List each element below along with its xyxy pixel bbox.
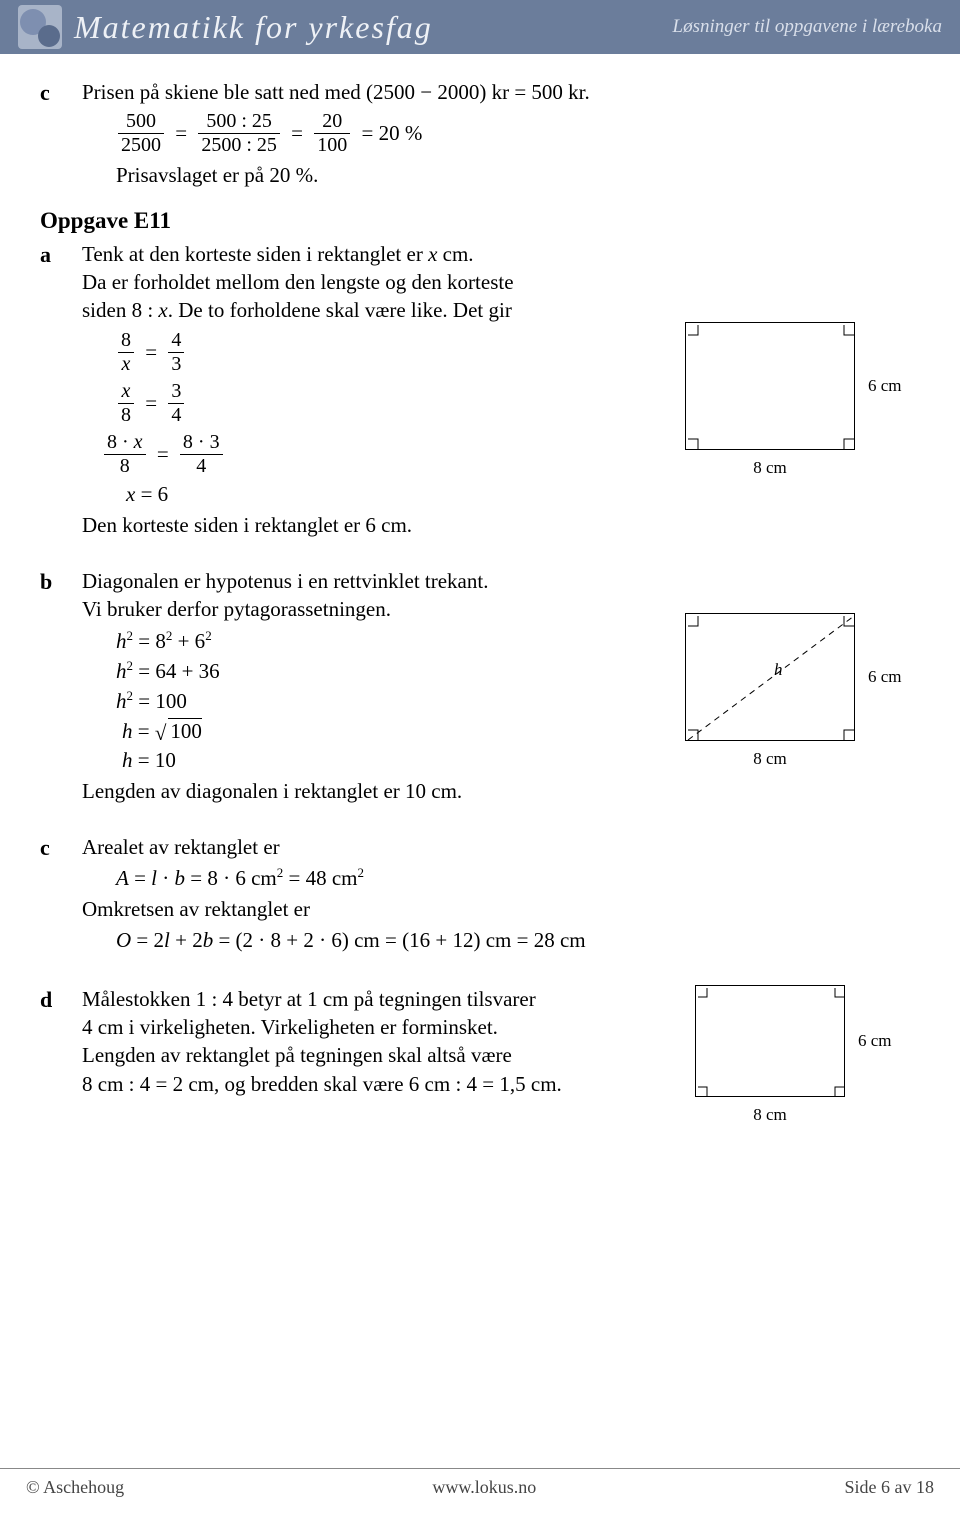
d-rect-corners-icon [696,986,846,1098]
footer-left: © Aschehoug [26,1477,124,1498]
c-line3: Prisavslaget er på 20 %. [116,161,900,189]
b-dim-w: 8 cm [685,749,855,769]
b-l1: Diagonalen er hypotenus i en rettvinklet… [82,567,610,595]
a-dim-h: 6 cm [868,376,902,396]
b-rect: h 6 cm [685,613,855,741]
a-l2b-post: . De to forholdene skal være like. Det g… [168,298,512,322]
header-logo-icon [18,5,62,49]
a-e3ld: 8 [104,455,146,478]
d-figure: 6 cm 8 cm [640,985,900,1125]
a-l2b: siden 8 : x. De to forholdene skal være … [82,296,610,324]
c-l1-expr: (2500 − 2000) kr = 500 kr [366,80,585,104]
c-l1-pre: Prisen på skiene ble satt ned med [82,80,366,104]
c-line1: Prisen på skiene ble satt ned med (2500 … [82,78,900,106]
a-rect-corners-icon [686,323,856,451]
a-rect: 6 cm [685,322,855,450]
a-e3rd: 4 [180,455,223,478]
page-content: c Prisen på skiene ble satt ned med (250… [0,54,960,1125]
c-fraction-line: 5002500 = 500 : 252500 : 25 = 20100 = 20… [116,110,900,157]
c-f2n: 500 : 25 [198,110,280,134]
a-l2a: Da er forholdet mellom den lengste og de… [82,268,610,296]
a-e2rn: 3 [168,380,184,404]
d-l4: 8 cm : 4 = 2 cm, og bredden skal være 6 … [82,1070,610,1098]
item-c: c Arealet av rektanglet er A = l · b = 8… [40,833,900,957]
b-figure: h 6 cm 8 cm [640,567,900,805]
header-subtitle: Løsninger til oppgavene i læreboka [673,16,943,38]
b-eq4: h = √100 [122,718,610,744]
a-e1rd: 3 [168,353,184,376]
c-eq1: A = l · b = 8 · 6 cm2 = 48 cm2 [116,865,900,891]
c-pct: = 20 % [362,121,423,146]
d-l3: Lengden av rektanglet på tegningen skal … [82,1041,610,1069]
a-l2b-pre: siden [82,298,132,322]
a-figure: 6 cm 8 cm [640,240,900,539]
item-b: b Diagonalen er hypotenus i en rettvinkl… [40,567,900,805]
c-l2: Omkretsen av rektanglet er [82,895,900,923]
a-l3: Den korteste siden i rektanglet er 6 cm. [82,511,610,539]
label-c: c [40,78,82,106]
footer-mid: www.lokus.no [432,1477,536,1498]
a-eq3: 8 · x8 = 8 · 34 [102,431,610,478]
item-d: d Målestokken 1 : 4 betyr at 1 cm på teg… [40,985,900,1125]
b-e4r: 100 [168,718,202,744]
page-footer: © Aschehoug www.lokus.no Side 6 av 18 [0,1468,960,1498]
a-e3ln: 8 · x [104,431,146,455]
label-c2: c [40,833,82,861]
a-e2rd: 4 [168,404,184,427]
label-d: d [40,985,82,1013]
label-b: b [40,567,82,595]
b-h-label: h [774,660,783,680]
a-eq4: x = 6 [126,482,610,507]
b-e2r: = 64 + 36 [133,659,220,683]
d-l4a: 8 cm : 4 = 2 cm [82,1072,214,1096]
d-l1: Målestokken 1 : 4 betyr at 1 cm på tegni… [82,985,610,1013]
d-l4mid: , og bredden skal være [214,1072,409,1096]
b-rect-diagonal-icon [686,614,856,742]
a-l1: Tenk at den korteste siden i rektanglet … [82,240,610,268]
item-c-top: c Prisen på skiene ble satt ned med (250… [40,78,900,190]
a-eq2: x8 = 34 [116,380,610,427]
a-e2ln: x [118,380,134,404]
footer-right: Side 6 av 18 [844,1477,934,1498]
d-l4b: 6 cm : 4 = 1,5 cm [409,1072,557,1096]
a-e3rn: 8 · 3 [180,431,223,455]
d-l2: 4 cm i virkeligheten. Virkeligheten er f… [82,1013,610,1041]
label-a: a [40,240,82,268]
c-f1d: 2500 [118,134,164,157]
a-dim-w: 8 cm [685,458,855,478]
c-f3n: 20 [314,110,350,134]
c-eq2: O = 2l + 2b = (2 · 8 + 2 · 6) cm = (16 +… [116,928,900,953]
b-e3r: = 100 [133,689,187,713]
b-dim-h: 6 cm [868,667,902,687]
b-l2: Vi bruker derfor pytagorassetningen. [82,595,610,623]
b-eq5: h = 10 [122,748,610,773]
header-title: Matematikk for yrkesfag [74,9,673,46]
b-eq3: h2 = 100 [116,688,610,714]
c-f2d: 2500 : 25 [198,134,280,157]
a-e2ld: 8 [118,404,134,427]
c-l1: Arealet av rektanglet er [82,833,900,861]
a-e1ld: x [118,353,134,376]
a-e1rn: 4 [168,329,184,353]
b-eq1: h2 = 82 + 62 [116,628,610,654]
a-e1ln: 8 [118,329,134,353]
c-l1-post: . [585,80,590,104]
b-l3: Lengden av diagonalen i rektanglet er 10… [82,777,610,805]
d-rect: 6 cm [695,985,845,1097]
a-eq1: 8x = 43 [116,329,610,376]
d-dim-h: 6 cm [858,1031,892,1051]
oppgave-title: Oppgave E11 [40,208,900,234]
page-header: Matematikk for yrkesfag Løsninger til op… [0,0,960,54]
d-l4end: . [557,1072,562,1096]
c-f1n: 500 [118,110,164,134]
d-dim-w: 8 cm [695,1105,845,1125]
b-eq2: h2 = 64 + 36 [116,658,610,684]
c-f3d: 100 [314,134,350,157]
item-a: a Tenk at den korteste siden i rektangle… [40,240,900,539]
